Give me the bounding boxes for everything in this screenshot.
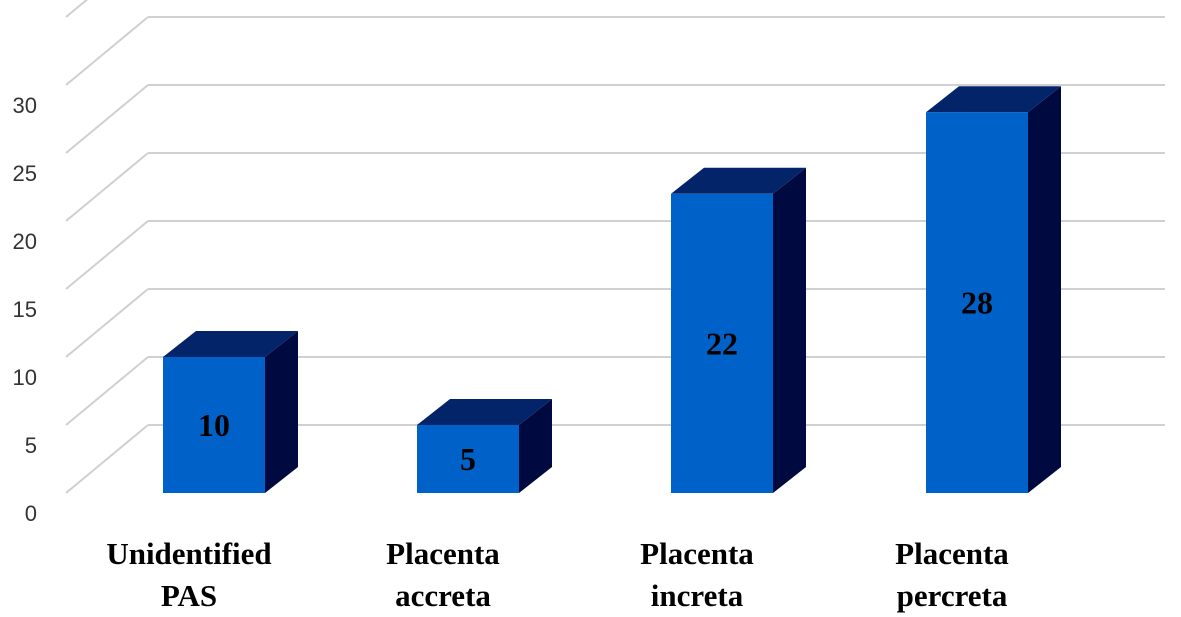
data-label: 10 [198, 407, 230, 443]
y-tick-label: 25 [13, 161, 37, 186]
bar-front [926, 112, 1028, 493]
bar-top [163, 331, 298, 357]
bar-side [265, 331, 298, 493]
bar-top [417, 399, 552, 425]
bar: 10 [163, 331, 298, 493]
x-category-label: Placenta increta [640, 536, 754, 613]
gridline-diagonal [65, 288, 149, 358]
bar-front [417, 425, 519, 493]
bar-front [671, 193, 773, 494]
gridline-diagonal [65, 356, 149, 426]
y-tick-label: 5 [25, 433, 37, 458]
y-tick-label: 30 [13, 93, 37, 118]
bar: 28 [926, 86, 1061, 493]
gridline-diagonal [65, 152, 149, 222]
bar: 5 [417, 399, 552, 493]
x-category-label: Placenta percreta [895, 536, 1009, 613]
gridline-diagonal [65, 220, 149, 290]
bar-top [926, 86, 1061, 113]
x-category-label-line: accreta [395, 578, 491, 613]
y-tick-label: 20 [13, 229, 37, 254]
x-category-label-line: Placenta [895, 536, 1009, 571]
bar-side [1028, 86, 1061, 493]
x-axis-categories: Unidentified PAS Placenta accreta Placenta in… [106, 536, 1009, 613]
x-category-label: Placenta accreta [386, 536, 500, 613]
x-category-label-line: increta [651, 578, 744, 613]
y-tick-label: 15 [13, 297, 37, 322]
bars: 10 5 22 28 [163, 86, 1061, 494]
y-tick-label: 0 [25, 501, 37, 526]
x-category-label: Unidentified PAS [106, 536, 271, 613]
x-category-label-line: Placenta [640, 536, 754, 571]
bar-side [519, 399, 552, 493]
gridline-diagonal [65, 84, 149, 154]
data-label: 22 [706, 325, 738, 361]
gridline-diagonal [65, 0, 89, 18]
gridline-diagonal [65, 424, 149, 494]
bar-front [163, 357, 265, 493]
bar-top [671, 167, 806, 194]
bar: 22 [671, 167, 806, 494]
x-category-label-line: percreta [897, 578, 1008, 613]
x-category-label-line: Unidentified [106, 536, 271, 571]
y-axis-ticks: 0 5 10 15 20 25 30 [13, 93, 37, 526]
y-tick-label: 10 [13, 365, 37, 390]
bar-side [773, 167, 806, 494]
data-label: 28 [961, 285, 993, 321]
gridline-diagonal [65, 16, 149, 86]
x-category-label-line: PAS [161, 578, 217, 613]
x-category-label-line: Placenta [386, 536, 500, 571]
data-label: 5 [460, 441, 476, 477]
